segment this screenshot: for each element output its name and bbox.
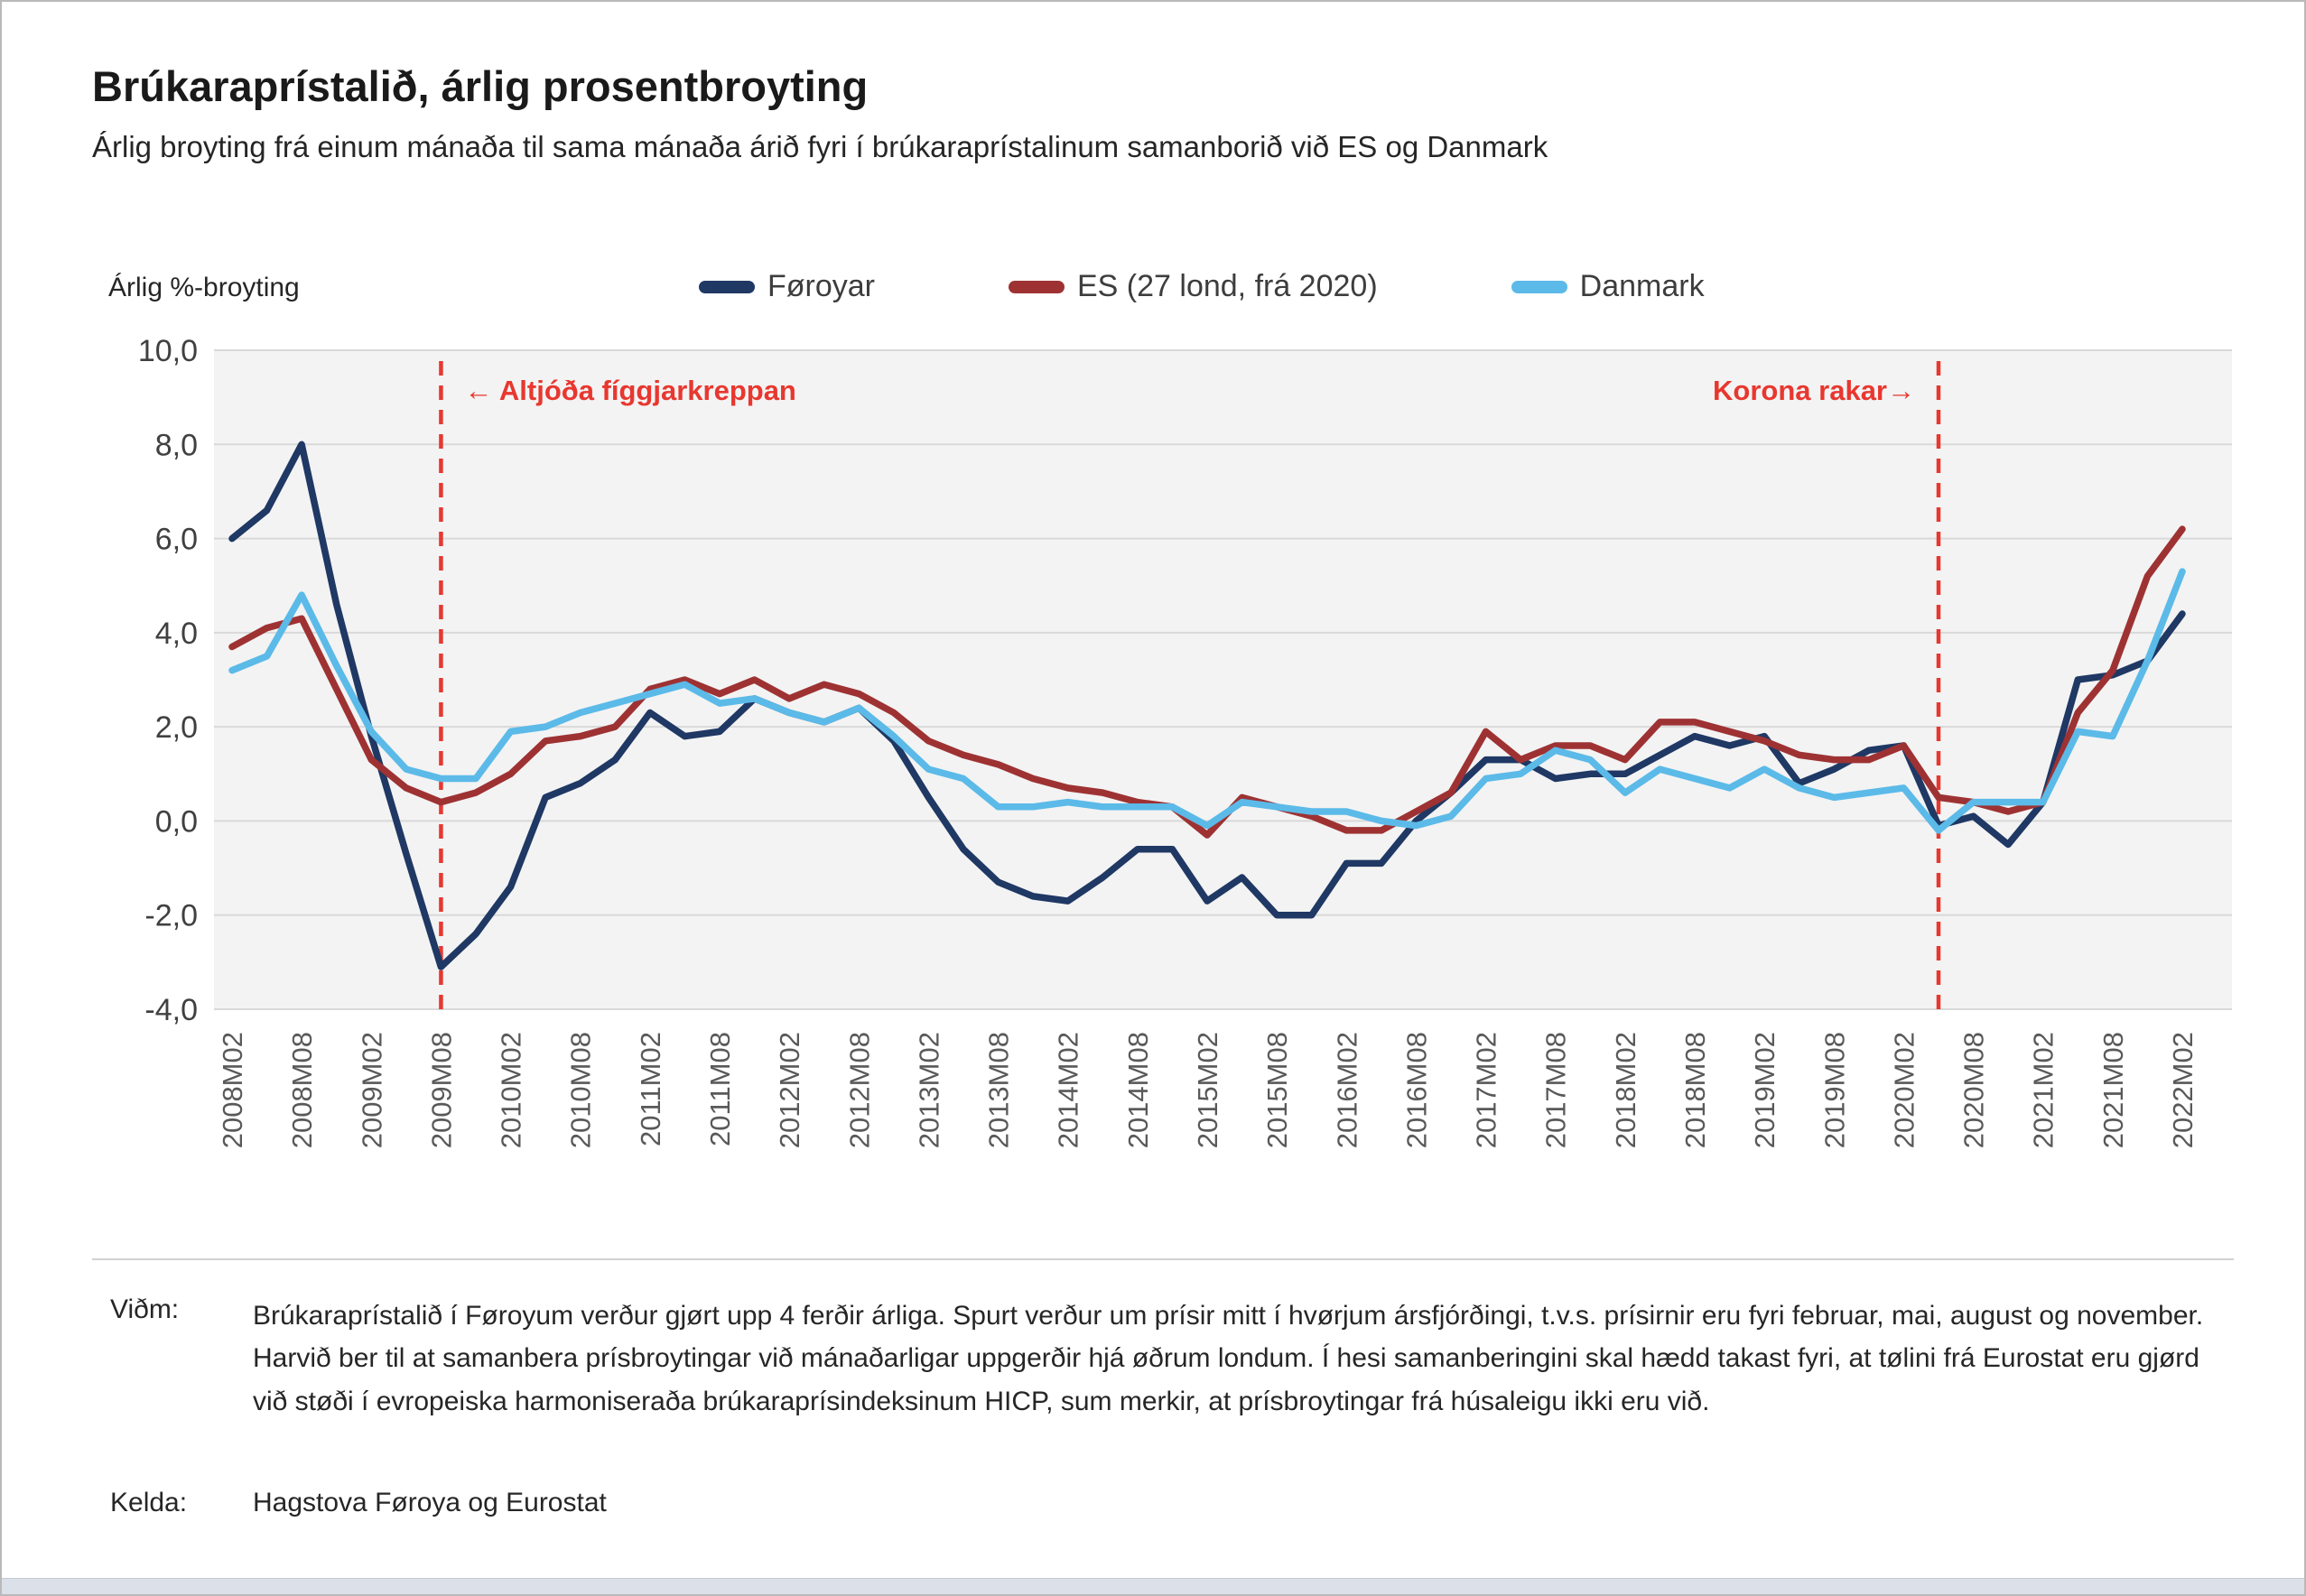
legend-swatch-danmark (1511, 280, 1567, 293)
source-text: Hagstova Føroya og Eurostat (253, 1488, 607, 1517)
legend-label-es: ES (27 lond, frá 2020) (1077, 269, 1378, 303)
x-tick-label: 2016M02 (1331, 1032, 1362, 1148)
plot-area (214, 350, 2232, 1009)
x-tick-label: 2021M08 (2097, 1032, 2129, 1148)
x-tick-label: 2019M02 (1749, 1032, 1781, 1148)
x-tick-label: 2017M02 (1471, 1032, 1502, 1148)
legend-swatch-es (1009, 280, 1065, 293)
legend-item-es: ES (27 lond, frá 2020) (1009, 269, 1378, 304)
x-tick-label: 2010M02 (496, 1032, 527, 1148)
y-tick-label: 0,0 (155, 804, 198, 839)
y-tick-label: -4,0 (144, 993, 198, 1027)
x-tick-label: 2010M08 (565, 1032, 597, 1148)
footnote-text: Brúkaraprístalið í Føroyum verður gjørt … (253, 1301, 2204, 1416)
chart-legend: Føroyar ES (27 lond, frá 2020) Danmark (699, 269, 1705, 304)
footnote-separator (92, 1258, 2234, 1260)
footnote-label: Viðm: (110, 1294, 180, 1324)
y-tick-label: 10,0 (138, 334, 198, 368)
x-tick-label: 2018M02 (1610, 1032, 1641, 1148)
series-line-1 (228, 525, 2186, 839)
y-tick-label: 6,0 (155, 523, 198, 557)
x-tick-label: 2016M08 (1400, 1032, 1432, 1148)
x-tick-label: 2011M02 (635, 1032, 666, 1146)
y-tick-label: -2,0 (144, 899, 198, 933)
x-tick-label: 2019M08 (1818, 1032, 1850, 1148)
x-tick-label: 2013M02 (913, 1032, 944, 1148)
x-tick-label: 2011M08 (704, 1032, 736, 1146)
series-line-2 (228, 568, 2186, 834)
x-tick-label: 2021M02 (2028, 1032, 2060, 1148)
x-tick-label: 2017M08 (1540, 1032, 1572, 1148)
y-tick-label: 8,0 (155, 428, 198, 462)
page-subtitle: Árlig broyting frá einum mánaða til sama… (92, 130, 1548, 163)
legend-item-danmark: Danmark (1511, 269, 1705, 304)
legend-label-foroyar: Føroyar (767, 269, 875, 303)
source-label: Kelda: (110, 1488, 188, 1517)
x-tick-label: 2008M08 (286, 1032, 318, 1148)
y-tick-label: 4,0 (155, 617, 198, 651)
x-tick-label: 2015M02 (1192, 1032, 1223, 1148)
line-chart: 10,0 8,0 6,0 4,0 2,0 0,0 -2,0 -4,0 2008M02 2008M0… (138, 334, 2232, 1148)
x-tick-label: 2018M08 (1679, 1032, 1711, 1148)
x-tick-label: 2008M02 (217, 1032, 248, 1148)
x-tick-label: 2012M02 (774, 1032, 805, 1148)
annotation-label: ← Altjóða fíggjarkreppan (464, 375, 795, 406)
window-bottom-bar[interactable] (2, 1578, 2304, 1594)
y-axis-unit-label: Árlig %-broyting (108, 273, 300, 302)
x-tick-label: 2014M08 (1122, 1032, 1154, 1148)
x-tick-label: 2022M02 (2167, 1032, 2199, 1148)
y-tick-label: 2,0 (155, 710, 198, 745)
x-tick-label: 2009M08 (425, 1032, 457, 1148)
annotation-label: Korona rakar→ (1713, 375, 1915, 406)
legend-label-danmark: Danmark (1579, 269, 1705, 303)
x-tick-label: 2009M02 (356, 1032, 387, 1148)
page-title: Brúkaraprístalið, árlig prosentbroyting (92, 62, 869, 110)
legend-swatch-foroyar (699, 280, 755, 293)
x-tick-label: 2013M08 (983, 1032, 1015, 1148)
x-tick-label: 2012M08 (843, 1032, 875, 1148)
x-tick-label: 2014M02 (1053, 1032, 1084, 1148)
x-tick-label: 2020M02 (1888, 1032, 1920, 1148)
legend-item-foroyar: Føroyar (699, 269, 875, 304)
x-tick-label: 2015M08 (1261, 1032, 1293, 1148)
x-tick-label: 2020M08 (1958, 1032, 1990, 1148)
